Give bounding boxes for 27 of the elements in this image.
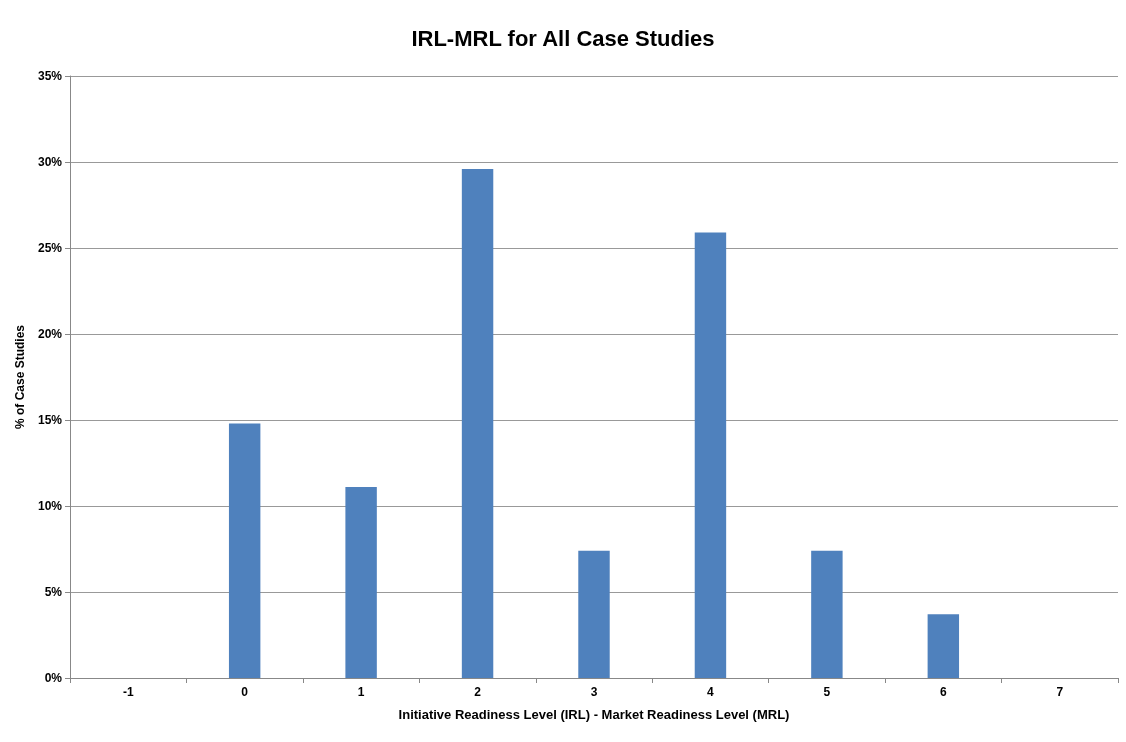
bar [345,487,377,678]
x-axis-title: Initiative Readiness Level (IRL) - Market Readiness Level (MRL) [398,707,790,722]
y-axis-title: % of Case Studies [13,324,27,430]
bar [228,423,261,678]
x-tick-label: 2 [474,685,482,699]
y-tick-label: 30% [37,155,63,169]
bar [811,550,843,678]
bar [927,614,960,678]
x-tick-label: 0 [241,685,249,699]
y-tick-label: 5% [44,585,63,599]
y-tick-label: 15% [37,413,63,427]
y-tick-label: 35% [37,69,63,83]
bar [461,168,494,678]
x-tick-label: -1 [122,685,134,699]
x-tick-label: 5 [823,685,831,699]
bar [694,232,727,678]
chart-title: IRL-MRL for All Case Studies [411,25,715,51]
x-tick-label: 4 [707,685,715,699]
y-tick-label: 20% [37,327,63,341]
x-tick-label: 7 [1056,685,1064,699]
x-tick-label: 6 [939,685,947,699]
y-tick-label: 0% [44,671,63,685]
bar [578,550,610,678]
x-tick-label: 1 [357,685,365,699]
y-tick-label: 10% [37,499,63,513]
y-tick-label: 25% [37,241,63,255]
x-tick-label: 3 [590,685,598,699]
